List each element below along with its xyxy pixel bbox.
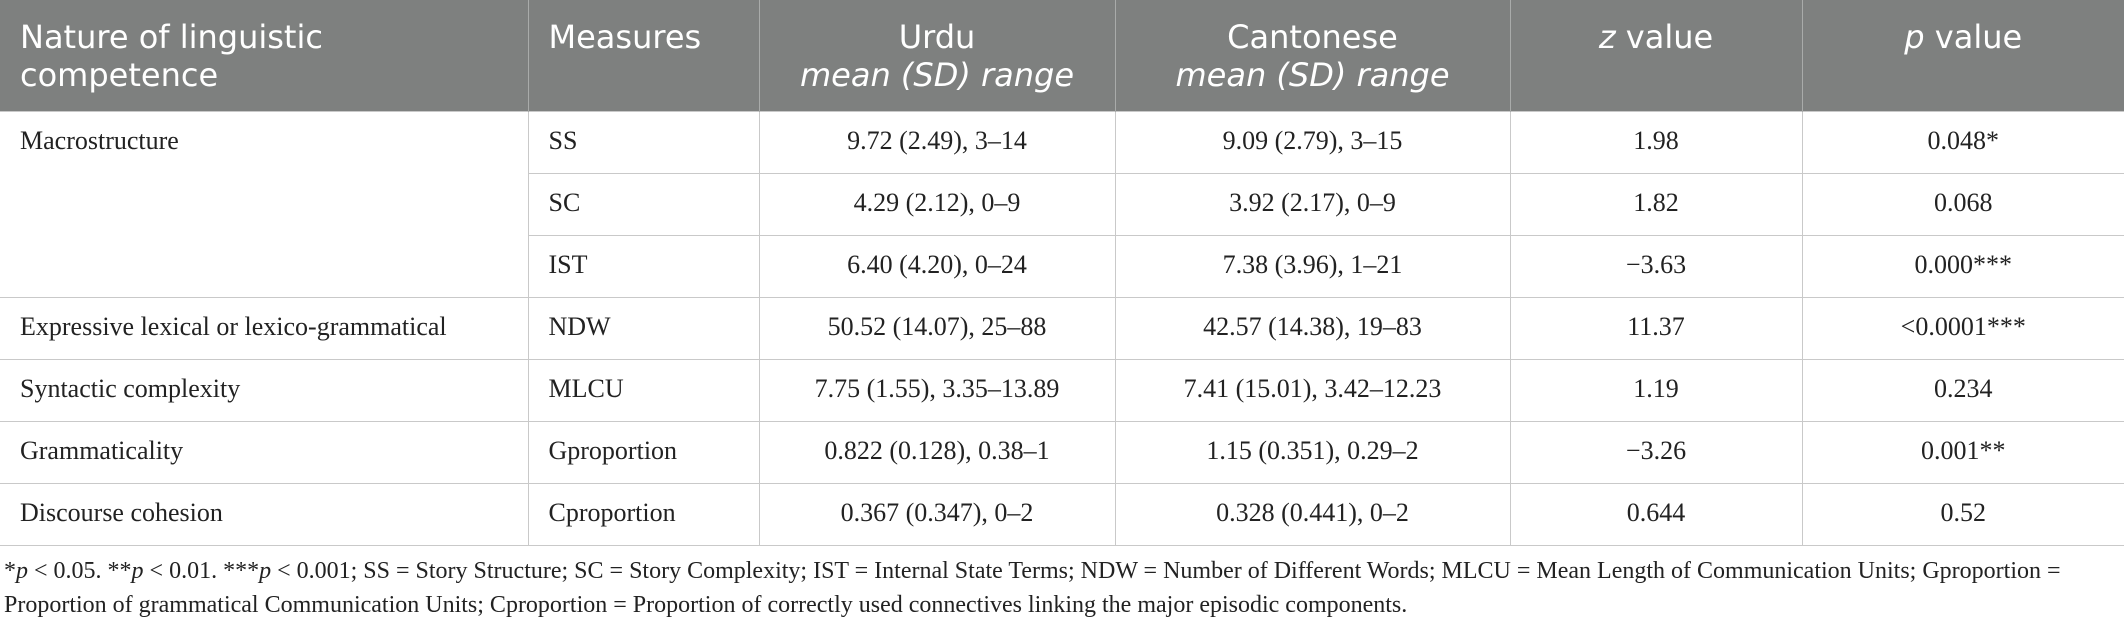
measure-cell: SC xyxy=(528,172,760,236)
group-label: Discourse cohesion xyxy=(0,482,529,546)
footnote-text: p xyxy=(16,557,28,584)
measure-cell: NDW xyxy=(527,296,760,360)
header-text: Urdu xyxy=(898,18,976,56)
value-cell: 3.92 (2.17), 0–9 xyxy=(1114,172,1511,236)
value-cell: 0.644 xyxy=(1509,482,1803,546)
table-body: Macrostructure SS 9.72 (2.49), 3–14 9.09 (2… xyxy=(0,110,2124,546)
value-cell: 7.38 (3.96), 1–21 xyxy=(1114,234,1511,298)
table-row: Discourse cohesion Cproportion 0.367 (0.34… xyxy=(0,482,2124,546)
value-cell: 42.57 (14.38), 19–83 xyxy=(1114,296,1511,360)
value-cell: 1.19 xyxy=(1509,358,1803,422)
table-row: Syntactic complexity MLCU 7.75 (1.55), 3.3… xyxy=(0,358,2124,422)
group-label: Syntactic complexity xyxy=(0,358,529,422)
footnote-text: < 0.05. ** xyxy=(28,557,132,584)
header-subtext: mean (SD) range xyxy=(1175,56,1450,94)
value-cell: 0.001** xyxy=(1801,420,2124,484)
value-cell: 1.15 (0.351), 0.29–2 xyxy=(1114,420,1511,484)
value-cell: 0.328 (0.441), 0–2 xyxy=(1114,482,1511,546)
measure-cell: Gproportion xyxy=(527,420,760,484)
header-row: Nature of linguistic competence Measures… xyxy=(0,0,2124,111)
header-text: Cantonese xyxy=(1227,18,1398,56)
group-label: Macrostructure xyxy=(0,110,529,298)
value-cell: 7.75 (1.55), 3.35–13.89 xyxy=(758,358,1116,422)
value-cell: 0.048* xyxy=(1801,110,2124,174)
table-row: SC 4.29 (2.12), 0–9 3.92 (2.17), 0–9 1.82 0.… xyxy=(0,172,2124,236)
group-label: Grammaticality xyxy=(0,420,529,484)
footnote-text: < 0.001; SS = Story Structure; SC = Stor… xyxy=(4,557,2061,618)
table-row: IST 6.40 (4.20), 0–24 7.38 (3.96), 1–21 −3.… xyxy=(0,234,2124,298)
value-cell: −3.26 xyxy=(1509,420,1803,484)
header-cell: Measures xyxy=(528,0,760,111)
value-cell: 9.09 (2.79), 3–15 xyxy=(1114,110,1511,174)
value-cell: 11.37 xyxy=(1509,296,1803,360)
value-cell: 9.72 (2.49), 3–14 xyxy=(758,110,1116,174)
value-cell: 50.52 (14.07), 25–88 xyxy=(758,296,1116,360)
footnote: *p < 0.05. **p < 0.01. ***p < 0.001; SS … xyxy=(0,546,2124,622)
header-text: value xyxy=(1924,18,2023,56)
table-row: Grammaticality Gproportion 0.822 (0.128), … xyxy=(0,420,2124,484)
header-text: p xyxy=(1904,18,1925,56)
header-cell: Nature of linguistic competence xyxy=(0,0,529,111)
header-cell: Urdu mean (SD) range xyxy=(759,0,1116,111)
value-cell: 0.367 (0.347), 0–2 xyxy=(758,482,1116,546)
group-label: Expressive lexical or lexico-grammatical xyxy=(0,296,529,360)
measure-cell: SS xyxy=(527,110,760,174)
value-cell: <0.0001*** xyxy=(1801,296,2124,360)
header-subtext: mean (SD) range xyxy=(799,56,1075,94)
value-cell: 0.52 xyxy=(1801,482,2124,546)
value-cell: 1.98 xyxy=(1509,110,1803,174)
measure-cell: Cproportion xyxy=(527,482,760,546)
header-cell: p value xyxy=(1802,0,2124,111)
table-row: Macrostructure SS 9.72 (2.49), 3–14 9.09 (2… xyxy=(0,110,2124,298)
measure-cell: IST xyxy=(528,234,760,298)
table-row: Expressive lexical or lexico-grammatical… xyxy=(0,296,2124,360)
header-text: value xyxy=(1615,18,1714,56)
header-text: Measures xyxy=(548,18,702,56)
value-cell: 1.82 xyxy=(1509,172,1803,236)
value-cell: 0.822 (0.128), 0.38–1 xyxy=(758,420,1116,484)
header-text: Nature of linguistic competence xyxy=(20,18,323,94)
footnote-text: p xyxy=(259,557,272,584)
value-cell: 4.29 (2.12), 0–9 xyxy=(758,172,1116,236)
value-cell: 0.000*** xyxy=(1801,234,2124,298)
data-table: Nature of linguistic competence Measures… xyxy=(0,0,2124,546)
header-cell: Cantonese mean (SD) range xyxy=(1115,0,1511,111)
header-text: z xyxy=(1598,18,1616,56)
value-cell: 7.41 (15.01), 3.42–12.23 xyxy=(1114,358,1511,422)
value-cell: −3.63 xyxy=(1509,234,1803,298)
measure-cell: MLCU xyxy=(527,358,760,422)
footnote-text: < 0.01. *** xyxy=(143,557,260,584)
header-cell: z value xyxy=(1510,0,1803,111)
value-cell: 0.234 xyxy=(1801,358,2124,422)
value-cell: 6.40 (4.20), 0–24 xyxy=(758,234,1116,298)
footnote-text: p xyxy=(131,557,144,584)
value-cell: 0.068 xyxy=(1801,172,2124,236)
footnote-text: * xyxy=(4,557,16,584)
